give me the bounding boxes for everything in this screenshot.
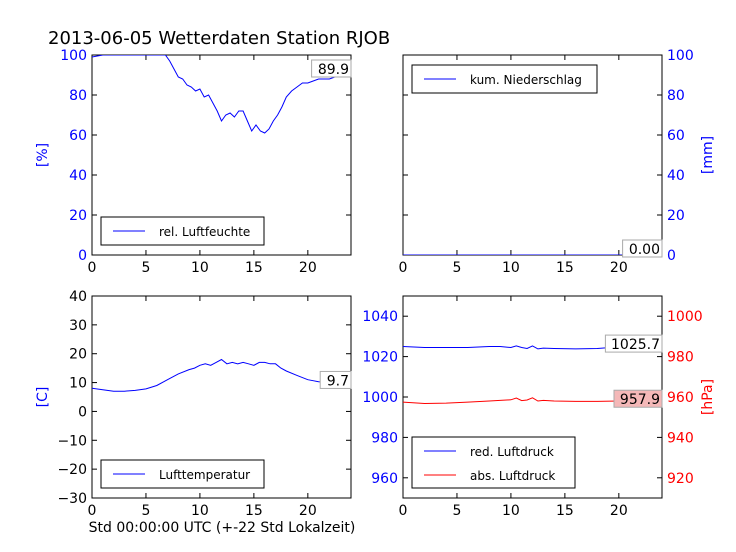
y-tick-label: 1040 <box>362 309 398 325</box>
y-tick-label: −20 <box>57 462 87 478</box>
series-line-abs--luftdruck <box>403 397 662 405</box>
y-tick-label: 100 <box>667 48 694 64</box>
x-tick-label: 20 <box>610 260 628 276</box>
x-tick-label: 0 <box>88 260 97 276</box>
y-axis-label: [C] <box>35 387 51 408</box>
y-tick-label: 960 <box>371 471 398 487</box>
y-tick-label: 20 <box>69 208 87 224</box>
x-tick-label: 10 <box>191 503 209 519</box>
y-right-tick-label: 920 <box>667 471 694 487</box>
x-tick-label: 20 <box>610 503 628 519</box>
legend-box <box>100 216 265 246</box>
series-line-lufttemperatur <box>92 358 351 392</box>
y-tick-label: 60 <box>69 128 87 144</box>
y-tick-label: 30 <box>69 318 87 334</box>
series-line-rel--luftfeuchte <box>92 55 351 134</box>
value-label: 89.9 <box>318 62 349 78</box>
y-tick-label: 1020 <box>362 350 398 366</box>
y-tick-label: 20 <box>667 208 685 224</box>
x-tick-label: 5 <box>141 503 150 519</box>
legend: Lufttemperatur <box>100 459 265 489</box>
y-tick-label: −10 <box>57 433 87 449</box>
legend: rel. Luftfeuchte <box>100 216 265 246</box>
y-tick-label: 60 <box>667 128 685 144</box>
x-tick-label: 10 <box>191 260 209 276</box>
y-tick-label: 0 <box>78 404 87 420</box>
x-tick-label: 20 <box>299 503 317 519</box>
legend-label: kum. Niederschlag <box>470 73 582 87</box>
x-tick-label: 10 <box>502 503 520 519</box>
x-tick-label: 5 <box>452 260 461 276</box>
y-right-tick-label: 940 <box>667 430 694 446</box>
y-tick-label: 40 <box>69 168 87 184</box>
y-axis-label: [hPa] <box>700 379 716 415</box>
y-axis-label: [mm] <box>700 136 716 174</box>
x-tick-label: 0 <box>88 503 97 519</box>
y-tick-label: 1000 <box>362 390 398 406</box>
value-label-box <box>622 239 663 258</box>
value-label-right: 957.9 <box>620 392 660 408</box>
x-tick-label: 0 <box>399 260 408 276</box>
legend-box <box>411 436 576 489</box>
y-tick-label: 980 <box>371 430 398 446</box>
legend-label: red. Luftdruck <box>470 445 554 459</box>
legend: red. Luftdruck abs. Luftdruck <box>411 436 576 489</box>
legend-label: rel. Luftfeuchte <box>159 225 250 239</box>
legend-label: Lufttemperatur <box>159 468 250 482</box>
x-tick-label: 0 <box>399 503 408 519</box>
y-right-tick-label: 1000 <box>667 309 703 325</box>
pressure-chart: 0 5 10 15 20 960 980 1000 1020 1040 920 940 960 980 10… <box>362 295 716 519</box>
value-label-right-box <box>613 389 663 408</box>
value-label-box <box>311 59 352 78</box>
y-tick-label: 40 <box>667 168 685 184</box>
y-right-tick-label: 980 <box>667 350 694 366</box>
y-tick-label: 80 <box>667 88 685 104</box>
legend: kum. Niederschlag <box>411 64 598 94</box>
x-tick-label: 5 <box>452 503 461 519</box>
value-label-left: 1025.7 <box>611 337 660 353</box>
x-tick-label: 20 <box>299 260 317 276</box>
value-label-left-box <box>604 334 663 353</box>
value-label: 0.00 <box>629 242 660 258</box>
y-tick-label: 40 <box>69 289 87 305</box>
value-label-box <box>319 370 352 389</box>
y-tick-label: 0 <box>78 248 87 264</box>
value-label: 9.7 <box>327 373 349 389</box>
figure-x-axis-label: Std 00:00:00 UTC (+-22 Std Lokalzeit) <box>89 520 356 536</box>
y-tick-label: 10 <box>69 376 87 392</box>
series-line-red--luftdruck <box>403 344 662 350</box>
precipitation-chart: 0 5 10 15 20 0 20 40 60 80 100 [mm] kum. Niederschla… <box>399 48 716 276</box>
x-tick-label: 15 <box>556 260 574 276</box>
x-tick-label: 15 <box>245 260 263 276</box>
figure-title: 2013-06-05 Wetterdaten Station RJOB <box>48 28 390 49</box>
y-right-tick-label: 960 <box>667 390 694 406</box>
x-tick-label: 10 <box>502 260 520 276</box>
humidity-chart: 0 5 10 15 20 0 20 40 60 80 100 [%] rel. Luftfeuchte 8… <box>35 48 352 276</box>
x-tick-label: 5 <box>141 260 150 276</box>
y-tick-label: 100 <box>60 48 87 64</box>
legend-label: abs. Luftdruck <box>470 469 555 483</box>
y-axis-label: [%] <box>35 143 51 167</box>
x-tick-label: 15 <box>245 503 263 519</box>
x-tick-label: 15 <box>556 503 574 519</box>
temperature-chart: 0 5 10 15 20 −30 −20 −10 0 10 20 30 40 [C] Lufttempera… <box>35 289 352 519</box>
y-tick-label: −30 <box>57 491 87 507</box>
y-tick-label: 80 <box>69 88 87 104</box>
y-tick-label: 20 <box>69 347 87 363</box>
y-tick-label: 0 <box>667 248 676 264</box>
